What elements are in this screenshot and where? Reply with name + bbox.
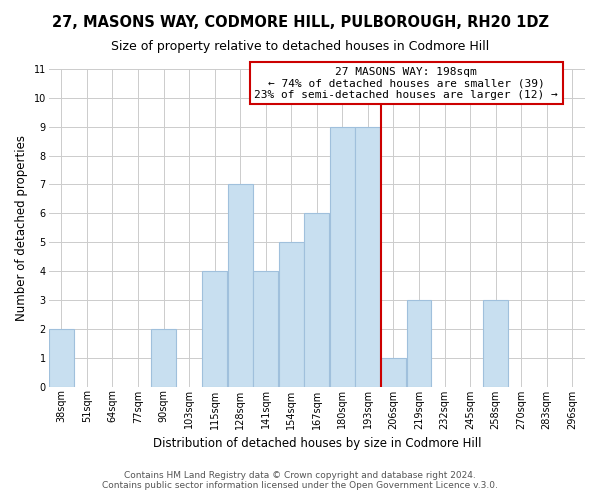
Bar <box>407 300 431 386</box>
Bar <box>49 329 74 386</box>
Bar <box>355 126 380 386</box>
Bar <box>483 300 508 386</box>
Text: Contains HM Land Registry data © Crown copyright and database right 2024.
Contai: Contains HM Land Registry data © Crown c… <box>102 470 498 490</box>
Text: Size of property relative to detached houses in Codmore Hill: Size of property relative to detached ho… <box>111 40 489 53</box>
Bar <box>151 329 176 386</box>
Bar <box>330 126 355 386</box>
Text: 27 MASONS WAY: 198sqm
← 74% of detached houses are smaller (39)
23% of semi-deta: 27 MASONS WAY: 198sqm ← 74% of detached … <box>254 67 558 100</box>
Bar <box>381 358 406 386</box>
Text: 27, MASONS WAY, CODMORE HILL, PULBOROUGH, RH20 1DZ: 27, MASONS WAY, CODMORE HILL, PULBOROUGH… <box>52 15 548 30</box>
Bar <box>253 271 278 386</box>
Bar <box>279 242 304 386</box>
Bar <box>304 214 329 386</box>
Bar <box>228 184 253 386</box>
Bar <box>202 271 227 386</box>
X-axis label: Distribution of detached houses by size in Codmore Hill: Distribution of detached houses by size … <box>152 437 481 450</box>
Y-axis label: Number of detached properties: Number of detached properties <box>15 135 28 321</box>
